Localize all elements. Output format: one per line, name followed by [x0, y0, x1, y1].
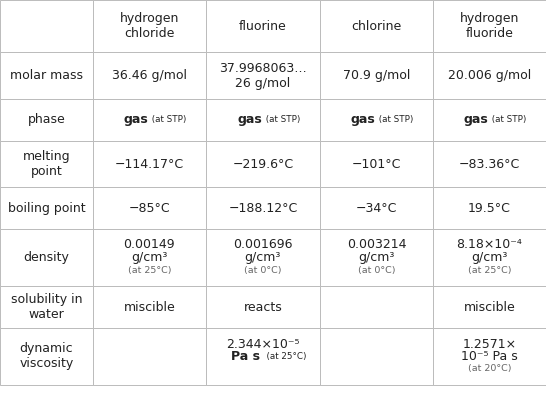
Bar: [320, 52, 433, 99]
Bar: [433, 99, 546, 141]
Bar: [206, 187, 320, 229]
Text: −219.6°C: −219.6°C: [233, 158, 293, 171]
Text: Pa s: Pa s: [231, 350, 260, 363]
Bar: [206, 141, 320, 187]
Text: hydrogen
fluoride: hydrogen fluoride: [460, 12, 519, 40]
Text: 36.46 g/mol: 36.46 g/mol: [112, 69, 187, 82]
Bar: [0, 328, 93, 385]
Text: (at STP): (at STP): [263, 116, 300, 124]
Text: −114.17°C: −114.17°C: [115, 158, 184, 171]
Text: 0.00149: 0.00149: [123, 238, 175, 251]
Text: g/cm³: g/cm³: [471, 251, 508, 264]
Bar: [0, 0, 93, 52]
Text: g/cm³: g/cm³: [245, 251, 281, 264]
Bar: [206, 328, 320, 385]
Text: 8.18×10⁻⁴: 8.18×10⁻⁴: [456, 238, 523, 251]
Bar: [433, 187, 546, 229]
Text: hydrogen
chloride: hydrogen chloride: [120, 12, 179, 40]
Text: (at 25°C): (at 25°C): [261, 352, 307, 361]
Bar: [206, 99, 320, 141]
Bar: [93, 229, 206, 286]
Bar: [0, 229, 93, 286]
Bar: [433, 229, 546, 286]
Bar: [0, 99, 93, 141]
Text: 19.5°C: 19.5°C: [468, 202, 511, 215]
Bar: [433, 286, 546, 328]
Text: (at 0°C): (at 0°C): [358, 266, 395, 275]
Bar: [320, 229, 433, 286]
Text: molar mass: molar mass: [10, 69, 83, 82]
Text: (at 25°C): (at 25°C): [468, 266, 511, 275]
Text: −83.36°C: −83.36°C: [459, 158, 520, 171]
Text: −188.12°C: −188.12°C: [228, 202, 298, 215]
Bar: [93, 99, 206, 141]
Bar: [93, 286, 206, 328]
Bar: [0, 141, 93, 187]
Text: g/cm³: g/cm³: [358, 251, 395, 264]
Bar: [93, 0, 206, 52]
Bar: [320, 187, 433, 229]
Text: (at 25°C): (at 25°C): [128, 266, 171, 275]
Text: 0.003214: 0.003214: [347, 238, 406, 251]
Text: melting
point: melting point: [22, 150, 70, 178]
Bar: [433, 328, 546, 385]
Text: boiling point: boiling point: [8, 202, 85, 215]
Bar: [0, 52, 93, 99]
Text: (at STP): (at STP): [377, 116, 414, 124]
Text: 0.001696: 0.001696: [233, 238, 293, 251]
Bar: [320, 99, 433, 141]
Bar: [93, 187, 206, 229]
Text: gas: gas: [464, 113, 488, 126]
Text: solubility in
water: solubility in water: [11, 293, 82, 321]
Text: 70.9 g/mol: 70.9 g/mol: [343, 69, 410, 82]
Text: 10⁻⁵ Pa s: 10⁻⁵ Pa s: [461, 350, 518, 363]
Text: dynamic
viscosity: dynamic viscosity: [19, 343, 74, 371]
Bar: [320, 286, 433, 328]
Text: phase: phase: [27, 113, 66, 126]
Text: 37.9968063…
26 g/mol: 37.9968063… 26 g/mol: [219, 62, 307, 90]
Bar: [320, 328, 433, 385]
Text: g/cm³: g/cm³: [131, 251, 168, 264]
Text: (at STP): (at STP): [150, 116, 187, 124]
Bar: [206, 229, 320, 286]
Bar: [0, 286, 93, 328]
Text: reacts: reacts: [244, 301, 282, 314]
Bar: [433, 52, 546, 99]
Text: miscible: miscible: [123, 301, 175, 314]
Text: chlorine: chlorine: [351, 20, 402, 33]
Text: (at 0°C): (at 0°C): [244, 266, 282, 275]
Text: 20.006 g/mol: 20.006 g/mol: [448, 69, 531, 82]
Text: −34°C: −34°C: [356, 202, 397, 215]
Text: gas: gas: [123, 113, 149, 126]
Text: −85°C: −85°C: [128, 202, 170, 215]
Text: −101°C: −101°C: [352, 158, 401, 171]
Bar: [93, 52, 206, 99]
Text: fluorine: fluorine: [239, 20, 287, 33]
Bar: [206, 0, 320, 52]
Text: 1.2571×: 1.2571×: [462, 338, 517, 351]
Text: (at STP): (at STP): [489, 116, 527, 124]
Bar: [433, 0, 546, 52]
Text: density: density: [23, 251, 69, 264]
Bar: [320, 141, 433, 187]
Text: gas: gas: [237, 113, 262, 126]
Bar: [206, 52, 320, 99]
Bar: [433, 141, 546, 187]
Text: gas: gas: [351, 113, 376, 126]
Bar: [93, 141, 206, 187]
Bar: [93, 328, 206, 385]
Text: (at 20°C): (at 20°C): [468, 364, 511, 373]
Bar: [206, 286, 320, 328]
Bar: [320, 0, 433, 52]
Text: miscible: miscible: [464, 301, 515, 314]
Text: 2.344×10⁻⁵: 2.344×10⁻⁵: [226, 338, 300, 351]
Bar: [0, 187, 93, 229]
